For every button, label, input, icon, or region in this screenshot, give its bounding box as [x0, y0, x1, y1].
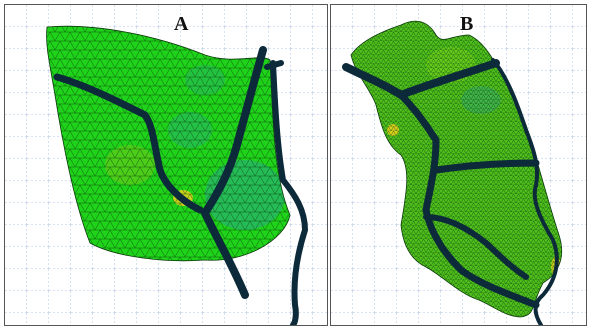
mesh-figure-b	[331, 5, 586, 325]
channel-b-north	[342, 59, 500, 100]
channel-b-middle	[432, 159, 540, 174]
panel-a-label: A	[174, 13, 189, 35]
river-channels-b	[342, 58, 559, 325]
channel-a-main	[200, 46, 267, 299]
mesh-figure-a	[5, 5, 327, 325]
panel-b: B	[330, 4, 587, 326]
channel-b-east	[491, 58, 559, 325]
channel-b-diagonal	[397, 91, 540, 309]
channel-a-east	[270, 60, 309, 325]
river-channels-a	[53, 46, 309, 325]
panel-a: A	[4, 4, 328, 326]
channel-b-south	[423, 214, 529, 280]
channel-a-west	[53, 73, 204, 214]
panel-b-label: B	[460, 13, 474, 35]
